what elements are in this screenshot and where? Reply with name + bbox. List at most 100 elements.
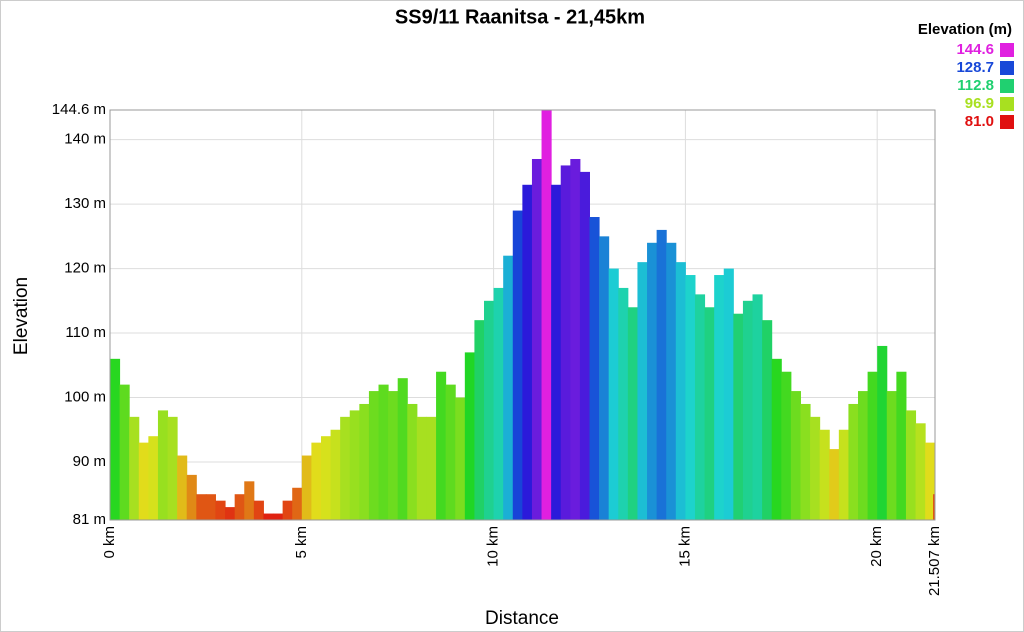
elevation-bar	[253, 500, 264, 520]
elevation-bar	[282, 500, 293, 520]
elevation-bar	[157, 410, 169, 520]
elevation-bar	[484, 300, 495, 520]
elevation-bar	[474, 320, 485, 520]
elevation-bar	[800, 403, 811, 520]
legend-label: 96.9	[965, 95, 994, 112]
elevation-bar	[579, 171, 590, 521]
plot-border	[109, 109, 936, 521]
elevation-bar	[608, 268, 619, 520]
elevation-bar	[273, 513, 284, 520]
y-tick-label: 100 m	[64, 388, 106, 405]
elevation-bar	[330, 429, 341, 520]
legend-label: 144.6	[956, 41, 994, 58]
elevation-bar	[110, 358, 121, 520]
elevation-bar	[637, 262, 648, 520]
x-tick-label: 20 km	[868, 526, 885, 567]
elevation-bar	[368, 391, 380, 520]
elevation-bar	[694, 294, 706, 520]
x-axis-label: Distance	[485, 608, 559, 629]
elevation-bar	[877, 345, 888, 520]
elevation-bar	[522, 184, 533, 520]
y-tick-label: 120 m	[64, 260, 106, 277]
x-tick-label: 5 km	[293, 526, 310, 559]
elevation-bar	[196, 494, 207, 520]
elevation-bar	[915, 423, 926, 520]
elevation-bar	[436, 371, 447, 520]
elevation-bar	[560, 165, 571, 520]
x-tick-label: 21.507 km	[926, 526, 943, 596]
y-tick-label: 144.6 m	[52, 101, 106, 118]
elevation-bar	[177, 455, 188, 520]
elevation-bar	[397, 378, 408, 520]
elevation-bar	[589, 217, 600, 520]
elevation-bar	[512, 210, 523, 520]
elevation-bar	[905, 410, 917, 520]
y-tick-label: 81 m	[73, 511, 106, 528]
legend-swatch	[1000, 61, 1014, 75]
legend-label: 128.7	[956, 59, 994, 76]
elevation-bar	[244, 481, 255, 520]
elevation-bar	[896, 371, 907, 520]
elevation-bar	[320, 436, 332, 520]
legend-label: 81.0	[965, 113, 994, 130]
x-tick-label: 0 km	[101, 526, 118, 559]
legend-swatch	[1000, 115, 1014, 129]
elevation-bar	[762, 320, 773, 520]
chart-title: SS9/11 Raanitsa - 21,45km	[395, 6, 645, 28]
elevation-bar	[311, 442, 322, 520]
elevation-bar	[570, 158, 581, 520]
elevation-bar	[531, 158, 543, 520]
elevation-bar	[656, 229, 667, 521]
elevation-bar	[838, 429, 849, 520]
elevation-bar	[215, 500, 226, 520]
elevation-bar	[771, 358, 782, 520]
elevation-bar	[416, 416, 427, 520]
elevation-bar	[119, 384, 130, 520]
legend-swatch	[1000, 97, 1014, 111]
elevation-bar	[148, 436, 159, 520]
elevation-bar	[234, 494, 245, 520]
elevation-bar	[714, 275, 725, 520]
elevation-bar	[599, 236, 610, 520]
elevation-bar	[186, 474, 197, 520]
legend-label: 112.8	[957, 77, 994, 94]
elevation-bar	[292, 487, 303, 520]
elevation-bar	[138, 442, 149, 520]
elevation-bar	[225, 507, 236, 520]
elevation-bar	[541, 110, 552, 520]
elevation-bar	[733, 313, 744, 520]
elevation-bar	[723, 268, 734, 520]
elevation-bar	[675, 262, 686, 520]
elevation-bar	[819, 429, 830, 520]
elevation-bar	[925, 442, 936, 520]
x-tick-label: 15 km	[676, 526, 693, 567]
legend-swatch	[1000, 43, 1014, 57]
elevation-bar	[340, 416, 351, 520]
elevation-bar	[426, 416, 437, 520]
elevation-bar	[301, 455, 312, 520]
elevation-bar	[167, 416, 178, 520]
elevation-bar	[781, 371, 792, 520]
elevation-bar	[551, 184, 562, 520]
elevation-bar	[704, 307, 715, 520]
elevation-bar	[445, 384, 456, 520]
elevation-bar	[503, 255, 514, 520]
elevation-bar	[464, 352, 475, 520]
elevation-bar	[666, 242, 677, 520]
elevation-bar	[886, 391, 897, 520]
elevation-bar	[858, 391, 869, 520]
y-axis-label: Elevation	[11, 277, 32, 355]
y-tick-label: 140 m	[64, 131, 106, 148]
elevation-bar	[742, 300, 754, 520]
elevation-bar	[647, 242, 658, 520]
legend-swatch	[1000, 79, 1014, 93]
elevation-bar	[378, 384, 389, 520]
y-tick-label: 110 m	[65, 324, 106, 341]
elevation-bar	[388, 391, 399, 520]
elevation-bar	[618, 287, 629, 520]
elevation-bar	[359, 403, 370, 520]
elevation-bar	[129, 416, 140, 520]
elevation-bar	[933, 494, 935, 520]
x-tick-label: 10 km	[485, 526, 502, 567]
